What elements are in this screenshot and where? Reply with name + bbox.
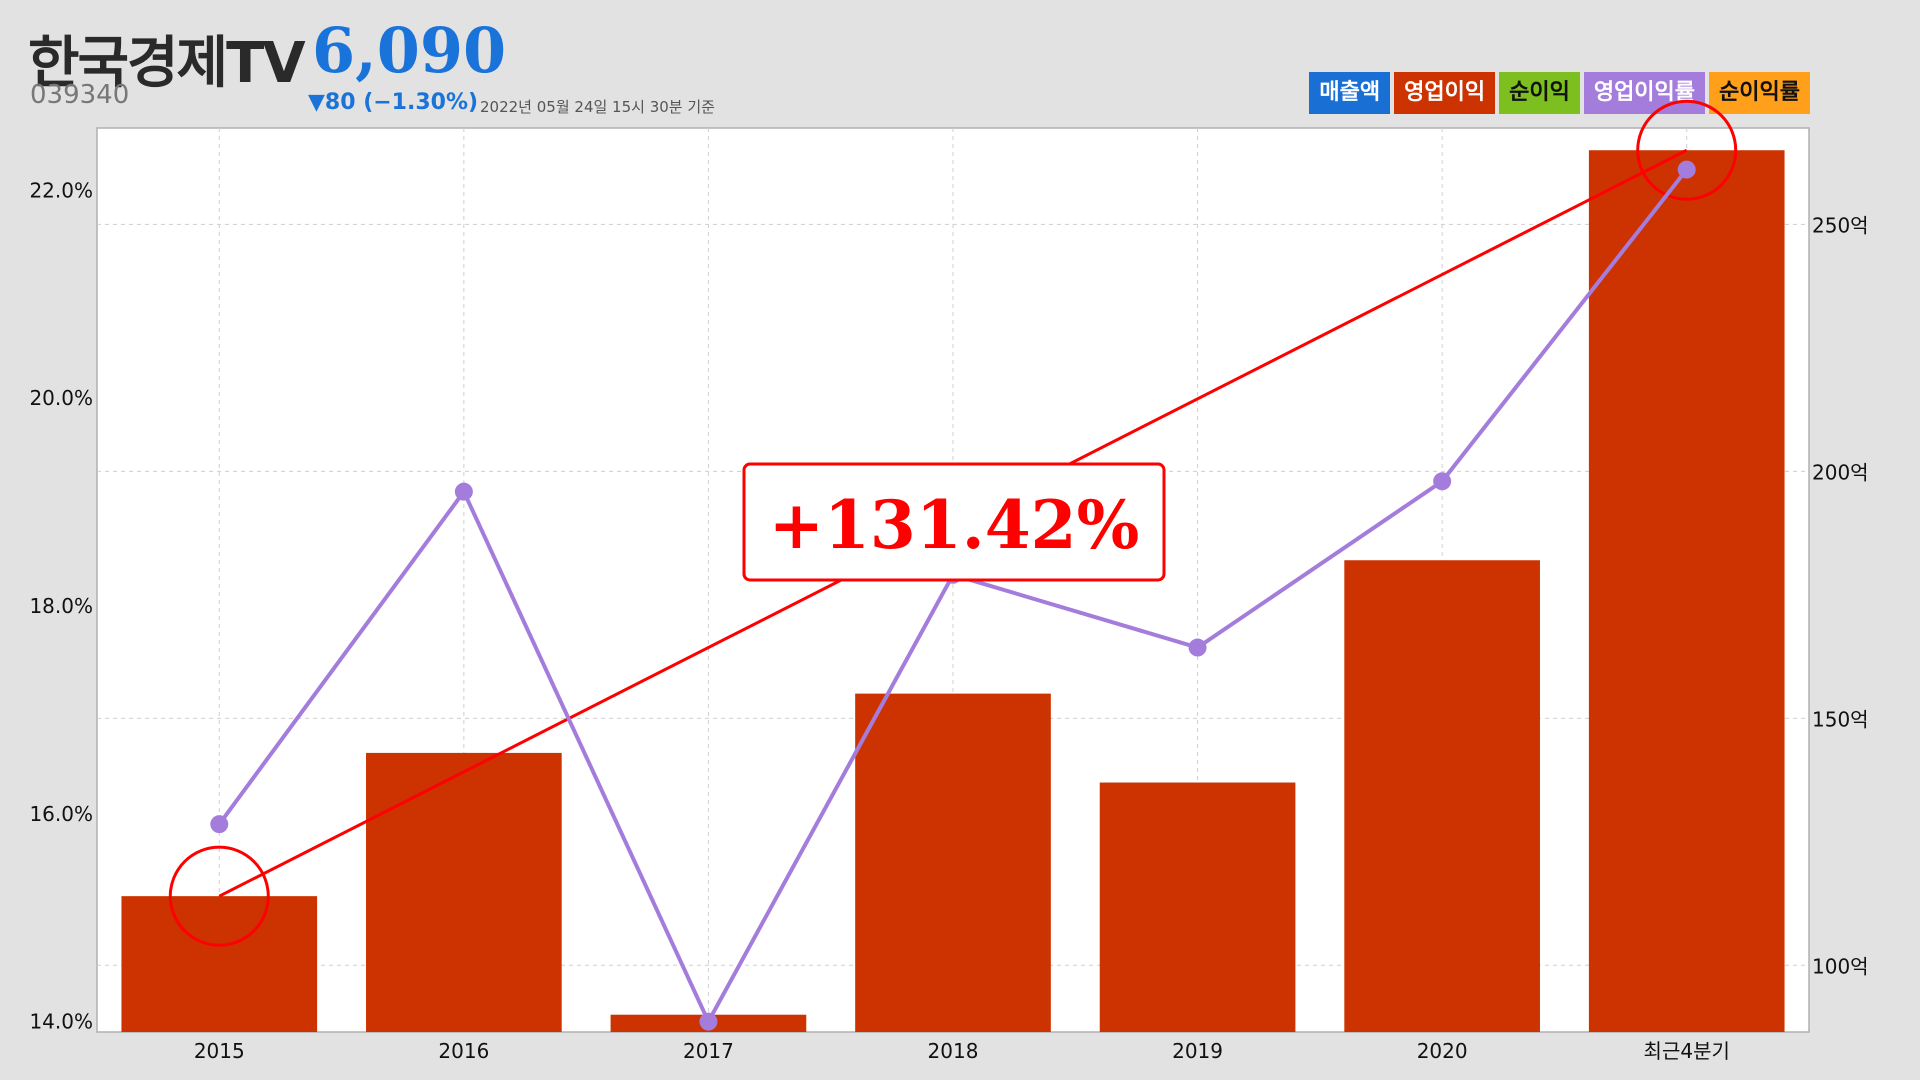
bar (121, 896, 318, 1032)
y-right-tick-label: 100억 (1812, 954, 1869, 978)
line-point (699, 1012, 718, 1031)
legend-item-operating-margin[interactable]: 영업이익률 (1583, 72, 1706, 114)
x-tick-label: 2019 (1172, 1039, 1223, 1063)
annotation-label: +131.42% (769, 486, 1140, 564)
legend-item-net-profit[interactable]: 순이익 (1499, 72, 1580, 114)
legend: 매출액 영업이익 순이익 영업이익률 순이익률 (1309, 72, 1810, 114)
highlight-circle-start (168, 845, 270, 947)
right-axis: 100억 150억 200억 250억 (1812, 213, 1869, 978)
y-right-tick-label: 250억 (1812, 213, 1869, 237)
y-right-tick-label: 200억 (1812, 460, 1869, 484)
bar (855, 693, 1051, 1032)
annotation: +131.42% (742, 462, 1166, 582)
x-tick-label: 2016 (438, 1039, 489, 1063)
left-axis: 14.0% 16.0% 18.0% 20.0% 22.0% (29, 178, 93, 1033)
y-left-tick-label: 22.0% (29, 178, 93, 202)
legend-item-net-margin[interactable]: 순이익률 (1709, 72, 1810, 114)
legend-item-revenue[interactable]: 매출액 (1309, 72, 1391, 114)
x-tick-label: 2015 (194, 1039, 245, 1063)
bar (1588, 150, 1785, 1033)
line-point (1188, 638, 1207, 657)
line-point (210, 815, 229, 834)
line-point (454, 482, 473, 501)
y-left-tick-label: 18.0% (29, 594, 93, 618)
company-name: 한국경제TV (28, 31, 306, 96)
line-point (1433, 472, 1452, 491)
bar-series (121, 150, 1785, 1033)
x-tick-label: 2018 (928, 1039, 979, 1063)
x-axis: 2015 2016 2017 2018 2019 2020 최근4분기 (194, 1039, 1730, 1063)
bar (1344, 560, 1540, 1032)
header: 한국경제TV 6,090 039340 ▼80 (−1.30%) 2022년 0… (0, 0, 1920, 128)
price-change: ▼80 (−1.30%) (308, 90, 479, 115)
y-left-tick-label: 20.0% (29, 386, 93, 410)
x-tick-label: 2020 (1417, 1039, 1468, 1063)
timestamp: 2022년 05월 24일 15시 30분 기준 (480, 98, 715, 116)
bar (366, 752, 562, 1032)
x-tick-label: 최근4분기 (1644, 1039, 1730, 1063)
y-left-tick-label: 14.0% (29, 1010, 93, 1034)
annotation-box (742, 462, 1166, 582)
legend-item-operating-profit[interactable]: 영업이익 (1394, 72, 1496, 114)
stock-price: 6,090 (312, 14, 507, 87)
line-point (1677, 160, 1696, 179)
x-tick-label: 2017 (683, 1039, 734, 1063)
y-left-tick-label: 16.0% (29, 802, 93, 826)
y-right-tick-label: 150억 (1812, 707, 1869, 731)
highlight-circle-end (1636, 99, 1738, 201)
ticker-code: 039340 (30, 80, 130, 110)
bar (1099, 782, 1296, 1032)
